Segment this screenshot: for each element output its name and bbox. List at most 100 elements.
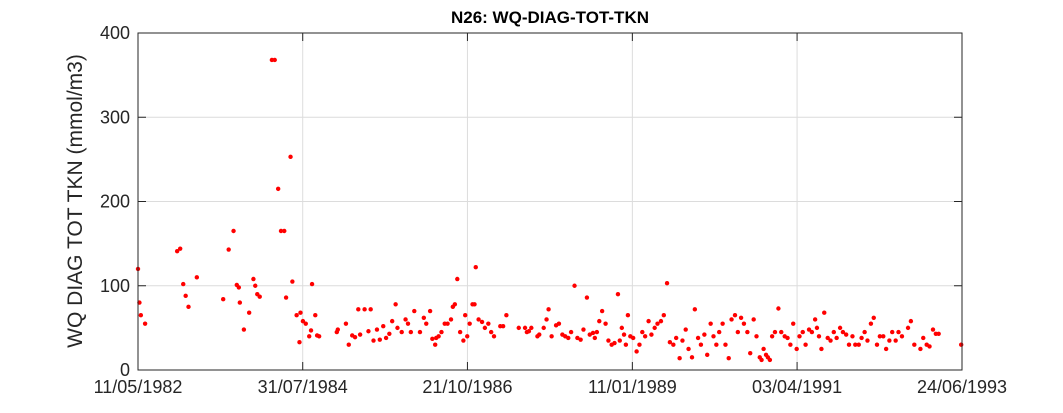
data-point	[399, 329, 404, 335]
data-point	[516, 325, 521, 331]
data-point	[408, 329, 414, 335]
data-point	[448, 317, 454, 322]
data-point	[546, 307, 551, 312]
data-point	[738, 315, 744, 320]
data-point	[288, 154, 293, 160]
data-point	[912, 342, 917, 347]
data-point	[529, 325, 534, 331]
data-point	[797, 334, 802, 339]
data-point	[794, 346, 799, 352]
data-point	[930, 327, 936, 332]
axis-ticks: 11/05/1982 31/07/1984 21/10/1986 11/01/1989…	[94, 23, 1007, 397]
data-point	[476, 317, 481, 322]
data-point	[389, 318, 395, 324]
data-point	[599, 308, 605, 314]
data-point	[381, 323, 386, 329]
data-point	[819, 346, 824, 352]
data-point	[357, 332, 363, 337]
data-point	[403, 317, 408, 322]
data-point	[138, 313, 144, 318]
data-point	[785, 335, 790, 341]
data-point	[374, 327, 380, 332]
data-point	[686, 346, 691, 352]
data-point	[237, 300, 243, 305]
data-point	[893, 338, 898, 343]
data-point	[896, 329, 901, 335]
data-point	[619, 325, 625, 331]
data-point	[868, 321, 874, 326]
data-point	[862, 329, 867, 335]
x-tick-label: 03/04/1991	[752, 377, 842, 397]
data-point	[297, 339, 302, 345]
data-point	[695, 335, 701, 341]
data-point	[612, 340, 617, 346]
data-point	[877, 334, 883, 339]
data-point	[298, 310, 303, 315]
data-point	[661, 313, 667, 318]
data-point	[283, 295, 289, 300]
data-point	[578, 337, 583, 342]
data-point	[692, 307, 698, 312]
data-point	[905, 325, 911, 331]
data-point	[568, 329, 574, 335]
data-point	[432, 342, 438, 347]
data-point	[673, 335, 679, 341]
data-point	[522, 325, 528, 331]
data-point	[800, 329, 805, 335]
data-point	[637, 342, 642, 347]
data-point	[853, 342, 858, 347]
data-point	[646, 318, 651, 324]
data-point	[362, 307, 367, 312]
data-point	[720, 321, 725, 326]
data-point	[837, 325, 843, 331]
data-point	[735, 329, 741, 335]
data-point	[421, 315, 427, 320]
data-point	[303, 321, 308, 326]
data-point	[500, 323, 506, 329]
data-point	[927, 344, 932, 349]
data-point	[887, 338, 892, 343]
data-point	[594, 329, 600, 335]
data-point	[417, 329, 423, 335]
data-point	[865, 338, 870, 343]
data-point	[958, 342, 964, 347]
data-point	[427, 308, 433, 314]
chart-title: N26: WQ-DIAG-TOT-TKN	[451, 8, 649, 27]
data-point	[809, 329, 815, 335]
data-point	[465, 334, 470, 339]
data-point	[822, 310, 827, 315]
data-point	[680, 338, 685, 343]
data-point	[455, 276, 460, 282]
data-point	[812, 317, 818, 322]
data-point	[840, 329, 846, 335]
data-point	[776, 306, 781, 311]
y-axis-label: WQ DIAG TOT TKN (mmol/m3)	[64, 54, 87, 348]
data-point	[183, 293, 188, 299]
data-point	[457, 329, 463, 335]
x-tick-label: 21/10/1986	[422, 377, 512, 397]
data-point	[702, 332, 707, 337]
data-point	[541, 325, 546, 331]
data-point	[745, 329, 750, 335]
data-point	[658, 318, 664, 324]
data-point	[257, 294, 262, 299]
data-point	[729, 317, 734, 322]
data-point	[814, 325, 820, 331]
data-point	[741, 321, 747, 326]
data-point	[843, 332, 849, 337]
data-point	[652, 325, 657, 331]
data-point	[566, 335, 571, 341]
data-point	[181, 281, 186, 287]
data-point	[711, 334, 716, 339]
data-point	[615, 291, 621, 297]
data-point	[689, 355, 695, 360]
data-point	[575, 335, 580, 341]
data-point	[395, 325, 400, 331]
data-point	[723, 342, 728, 347]
data-point	[881, 334, 886, 339]
data-point	[504, 313, 509, 318]
data-point	[921, 335, 926, 341]
data-point	[313, 313, 318, 318]
data-point	[526, 329, 532, 334]
